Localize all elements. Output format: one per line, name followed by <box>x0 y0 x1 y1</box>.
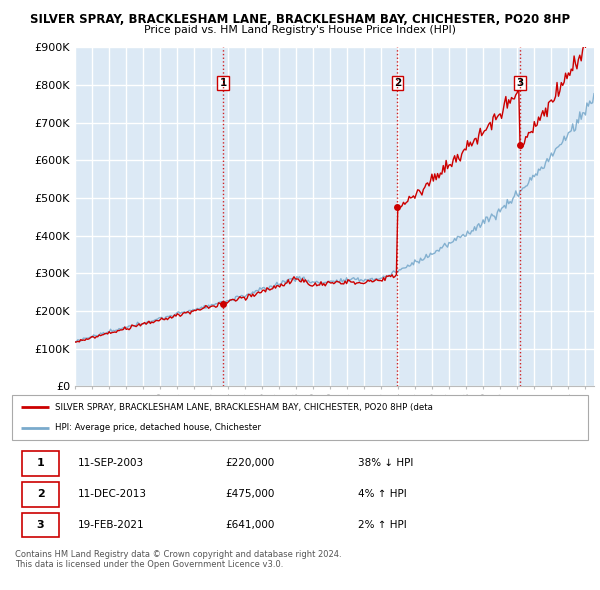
Text: HPI: Average price, detached house, Chichester: HPI: Average price, detached house, Chic… <box>55 423 261 432</box>
FancyBboxPatch shape <box>22 451 59 476</box>
Text: 1: 1 <box>220 78 227 88</box>
FancyBboxPatch shape <box>22 481 59 506</box>
Text: 3: 3 <box>516 78 523 88</box>
Text: 11-DEC-2013: 11-DEC-2013 <box>78 489 147 499</box>
Text: SILVER SPRAY, BRACKLESHAM LANE, BRACKLESHAM BAY, CHICHESTER, PO20 8HP: SILVER SPRAY, BRACKLESHAM LANE, BRACKLES… <box>30 13 570 26</box>
Text: 2: 2 <box>394 78 401 88</box>
FancyBboxPatch shape <box>22 513 59 537</box>
Text: £220,000: £220,000 <box>225 458 274 468</box>
Text: £475,000: £475,000 <box>225 489 274 499</box>
Text: £641,000: £641,000 <box>225 520 274 530</box>
Text: 2: 2 <box>37 489 44 499</box>
Text: 4% ↑ HPI: 4% ↑ HPI <box>358 489 406 499</box>
Text: 19-FEB-2021: 19-FEB-2021 <box>78 520 145 530</box>
Text: 11-SEP-2003: 11-SEP-2003 <box>78 458 145 468</box>
Text: 3: 3 <box>37 520 44 530</box>
Text: 1: 1 <box>37 458 44 468</box>
Text: SILVER SPRAY, BRACKLESHAM LANE, BRACKLESHAM BAY, CHICHESTER, PO20 8HP (deta: SILVER SPRAY, BRACKLESHAM LANE, BRACKLES… <box>55 403 433 412</box>
Text: Contains HM Land Registry data © Crown copyright and database right 2024.
This d: Contains HM Land Registry data © Crown c… <box>15 550 341 569</box>
Text: 38% ↓ HPI: 38% ↓ HPI <box>358 458 413 468</box>
Text: Price paid vs. HM Land Registry's House Price Index (HPI): Price paid vs. HM Land Registry's House … <box>144 25 456 35</box>
Text: 2% ↑ HPI: 2% ↑ HPI <box>358 520 406 530</box>
